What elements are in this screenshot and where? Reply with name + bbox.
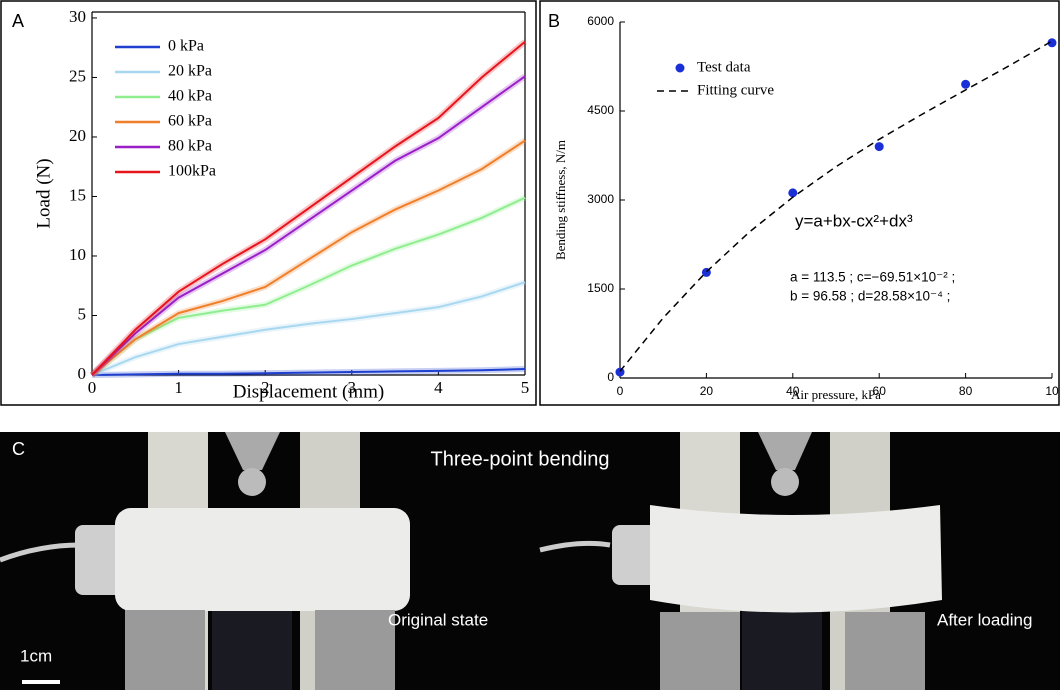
x-tick-label: 40: [786, 384, 800, 398]
loading-pin: [771, 468, 799, 496]
lattice-cylinder: [115, 508, 410, 611]
series-line: [619, 40, 1053, 372]
y-tick-label: 6000: [587, 14, 614, 28]
photo-panel: C Three-point bending Original state Aft…: [0, 432, 1060, 690]
legend-label: 40 kPa: [168, 88, 212, 105]
series-line: [91, 75, 526, 376]
series-line: [91, 281, 526, 376]
photo-caption: Original state: [388, 610, 488, 629]
x-tick-label: 1: [174, 378, 183, 397]
x-tick-label: 20: [700, 384, 714, 398]
y-tick-label: 1500: [587, 281, 614, 295]
support: [845, 612, 925, 690]
series-line: [91, 40, 526, 376]
panel-label: C: [12, 439, 25, 459]
legend-label: 100kPa: [168, 163, 216, 180]
lattice-cylinder: [650, 505, 942, 613]
y-tick-label: 10: [69, 245, 86, 264]
data-point: [874, 142, 884, 152]
air-tube: [539, 540, 611, 553]
series-line: [91, 196, 526, 376]
y-tick-label: 0: [607, 370, 614, 384]
annotation: a = 113.5 ; c=−69.51×10⁻² ;: [790, 270, 955, 285]
x-tick-label: 5: [521, 378, 530, 397]
y-axis-label: Load (N): [33, 158, 54, 228]
loading-pin: [758, 432, 812, 470]
annotation: y=a+bx-cx²+dx³: [795, 211, 913, 230]
x-tick-label: 10: [1045, 384, 1059, 398]
x-axis-label: Air pressure, kPa: [791, 387, 881, 402]
legend-swatch: [675, 63, 685, 73]
y-tick-label: 20: [69, 126, 86, 145]
data-point: [788, 188, 798, 198]
series-line: [91, 368, 526, 376]
y-tick-label: 3000: [587, 192, 614, 206]
legend-label: 0 kPa: [168, 38, 204, 55]
y-tick-label: 15: [69, 185, 86, 204]
series-line: [91, 139, 526, 376]
data-point: [1047, 38, 1057, 48]
y-tick-label: 0: [78, 364, 87, 383]
panel-label: B: [548, 11, 560, 31]
end-cap: [75, 525, 125, 595]
panel-label: A: [12, 11, 24, 31]
x-axis-label: Displacement (mm): [233, 381, 384, 402]
panel-a-frame: [0, 0, 537, 406]
x-tick-label: 60: [873, 384, 887, 398]
panel-b-frame: [539, 0, 1060, 406]
x-tick-label: 2: [261, 378, 270, 397]
x-tick-label: 80: [959, 384, 973, 398]
legend-label: Fitting curve: [697, 82, 774, 98]
legend-label: 20 kPa: [168, 63, 212, 80]
data-point: [615, 367, 625, 377]
legend-label: Test data: [697, 59, 751, 75]
y-tick-label: 25: [69, 66, 86, 85]
loading-pin: [238, 468, 266, 496]
legend-label: 60 kPa: [168, 113, 212, 130]
y-axis-label: Bending stiffness, N/m: [553, 140, 568, 260]
legend-label: 80 kPa: [168, 138, 212, 155]
photo-title: Three-point bending: [430, 448, 609, 470]
x-tick-label: 0: [617, 384, 624, 398]
y-tick-label: 30: [69, 7, 86, 26]
support: [125, 610, 205, 690]
x-tick-label: 0: [88, 378, 97, 397]
x-tick-label: 3: [348, 378, 357, 397]
annotation: b = 96.58 ; d=28.58×10⁻⁴ ;: [790, 289, 950, 304]
scale-label: 1cm: [20, 646, 52, 665]
air-tube: [0, 542, 81, 563]
loading-pin: [225, 432, 280, 470]
end-cap: [612, 525, 657, 585]
y-tick-label: 5: [78, 304, 87, 323]
photo-caption: After loading: [937, 610, 1032, 629]
x-tick-label: 4: [434, 378, 443, 397]
y-tick-label: 4500: [587, 103, 614, 117]
support: [660, 612, 740, 690]
support: [315, 610, 395, 690]
data-point: [961, 79, 971, 89]
